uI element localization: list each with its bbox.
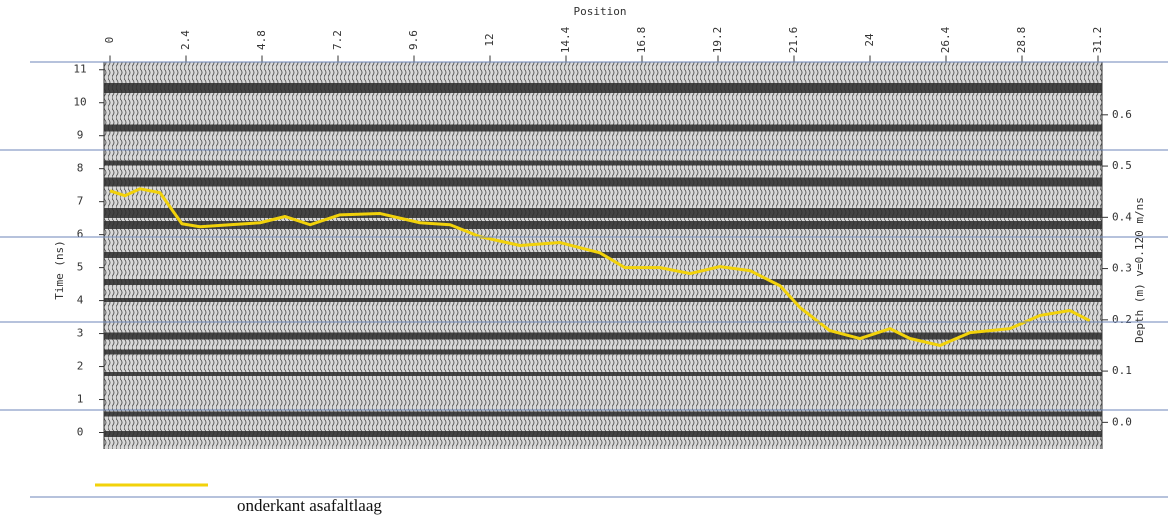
reflector-band [104, 411, 1102, 417]
y-tick-label: 0 [77, 426, 84, 439]
y2-tick-label: 0.5 [1112, 159, 1132, 172]
y-tick-label: 7 [77, 195, 84, 208]
reflector-band [104, 431, 1102, 437]
x-tick-label: 7.2 [331, 30, 344, 50]
y2-tick-label: 0.2 [1112, 313, 1132, 326]
reflector-band [104, 124, 1102, 132]
x-tick-label: 14.4 [559, 26, 572, 53]
reflector-band [104, 160, 1102, 166]
y-tick-label: 10 [73, 96, 86, 109]
y2-tick-label: 0.1 [1112, 364, 1132, 377]
y2-axis-label: Depth (m) v=0.120 m/ns [1133, 197, 1146, 343]
y-axis-label: Time (ns) [53, 240, 66, 300]
y-tick-label: 5 [77, 261, 84, 274]
x-tick-label: 28.8 [1015, 27, 1028, 54]
x-tick-label: 0 [103, 37, 116, 44]
x-tick-label: 2.4 [179, 30, 192, 50]
reflector-band [104, 298, 1102, 302]
y-tick-label: 3 [77, 327, 84, 340]
reflector-band [104, 279, 1102, 285]
reflector-band [104, 332, 1102, 340]
y-tick-label: 2 [77, 360, 84, 373]
reflector-band [104, 221, 1102, 229]
y2-tick-label: 0.6 [1112, 108, 1132, 121]
legend-label: onderkant asafaltlaag [237, 496, 382, 515]
reflector-band [104, 349, 1102, 355]
x-tick-label: 26.4 [939, 26, 952, 53]
y2-tick-label: 0.3 [1112, 262, 1132, 275]
x-axis-label: Position [574, 5, 627, 18]
y2-tick-label: 0.4 [1112, 210, 1132, 223]
y2-tick-label: 0.0 [1112, 415, 1132, 428]
reflector-band [104, 208, 1102, 218]
reflector-band [104, 83, 1102, 93]
x-tick-label: 9.6 [407, 30, 420, 50]
x-tick-label: 16.8 [635, 27, 648, 54]
x-tick-label: 24 [863, 33, 876, 47]
y-tick-label: 11 [73, 63, 86, 76]
scan-lines [0, 61, 1168, 498]
reflector-band [104, 372, 1102, 376]
x-tick-label: 4.8 [255, 30, 268, 50]
y-tick-label: 9 [77, 129, 84, 142]
x-tick-label: 19.2 [711, 27, 724, 54]
y-tick-label: 4 [77, 294, 84, 307]
reflector-band [104, 177, 1102, 187]
y-tick-label: 6 [77, 228, 84, 241]
x-tick-label: 31.2 [1091, 27, 1104, 54]
y-tick-label: 1 [77, 393, 84, 406]
x-tick-label: 21.6 [787, 27, 800, 54]
y-tick-label: 8 [77, 162, 84, 175]
data-line [109, 187, 1091, 347]
x-tick-label: 12 [483, 33, 496, 46]
